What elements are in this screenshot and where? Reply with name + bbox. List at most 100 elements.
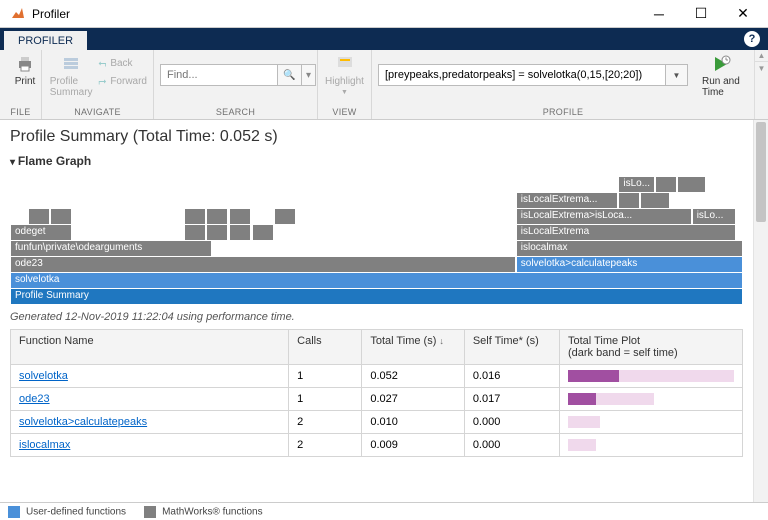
ribbon-scroll-up[interactable]: ▲ [755,50,768,62]
self-cell: 0.017 [464,388,559,411]
table-row: solvelotka 10.0520.016 [11,365,743,388]
back-icon: ⮢ [98,58,106,69]
generated-text: Generated 12-Nov-2019 11:22:04 using per… [10,311,743,323]
profile-command-input[interactable] [378,64,666,86]
function-link[interactable]: solvelotka [19,370,68,382]
col-function-name[interactable]: Function Name [11,330,289,365]
flame-cell[interactable]: ode23 [10,256,516,273]
ribbon-scroll-down[interactable]: ▼ [755,62,768,74]
window-title: Profiler [32,7,638,21]
print-button[interactable]: Print [6,52,44,89]
content-area: Profile Summary (Total Time: 0.052 s) Fl… [0,120,768,502]
profile-history-dropdown[interactable]: ▼ [666,64,688,86]
total-cell: 0.027 [362,388,464,411]
function-link[interactable]: ode23 [19,393,50,405]
total-cell: 0.010 [362,411,464,434]
self-cell: 0.016 [464,365,559,388]
plot-cell [559,365,742,388]
col-calls[interactable]: Calls [289,330,362,365]
find-go-button[interactable]: 🔍 [278,64,302,86]
flame-cell[interactable]: odeget [10,224,72,241]
legend-mathworks: MathWorks® functions [144,506,263,518]
function-link[interactable]: islocalmax [19,439,70,451]
group-profile-label: PROFILE [378,106,748,119]
table-row: islocalmax 20.0090.000 [11,434,743,457]
highlight-icon [335,54,355,74]
find-input[interactable] [160,64,278,86]
calls-cell: 1 [289,365,362,388]
flame-cell[interactable] [640,192,669,209]
self-cell: 0.000 [464,411,559,434]
flame-cell[interactable]: isLo... [618,176,655,193]
profile-summary-button[interactable]: Profile Summary [48,52,94,100]
legend-bar: User-defined functions MathWorks® functi… [0,502,768,520]
titlebar: Profiler ─ ☐ ✕ [0,0,768,28]
table-row: solvelotka>calculatepeaks 20.0100.000 [11,411,743,434]
total-cell: 0.052 [362,365,464,388]
run-label: Run and Time [702,76,740,98]
flame-cell[interactable]: isLo... [692,208,736,225]
flame-cell[interactable]: islocalmax [516,240,743,257]
minimize-button[interactable]: ─ [638,0,680,28]
flame-cell[interactable] [206,224,228,241]
calls-cell: 1 [289,388,362,411]
flame-cell[interactable]: solvelotka [10,272,743,289]
page-title: Profile Summary (Total Time: 0.052 s) [10,128,743,146]
print-label: Print [15,76,36,87]
maximize-button[interactable]: ☐ [680,0,722,28]
scrollbar-thumb[interactable] [756,122,766,222]
flame-cell[interactable] [184,224,206,241]
flame-cell[interactable] [274,208,296,225]
summary-label: Profile Summary [50,76,93,98]
function-link[interactable]: solvelotka>calculatepeaks [19,416,147,428]
calls-cell: 2 [289,434,362,457]
help-icon[interactable]: ? [744,31,760,47]
ribbon-tab-strip: PROFILER ? [0,28,768,50]
highlight-label: Highlight [325,76,364,87]
flame-cell[interactable]: isLocalExtrema [516,224,736,241]
self-cell: 0.000 [464,434,559,457]
flame-cell[interactable]: funfun\private\odearguments [10,240,212,257]
flame-cell[interactable] [229,224,251,241]
col-self-time[interactable]: Self Time* (s) [464,330,559,365]
flame-cell[interactable] [28,208,50,225]
sort-desc-icon: ↓ [439,336,444,346]
find-dropdown[interactable]: ▾ [302,64,316,86]
flame-cell[interactable] [655,176,677,193]
flame-cell[interactable]: isLocalExtrema>isLoca... [516,208,692,225]
flame-graph-header[interactable]: Flame Graph [10,154,743,168]
forward-button[interactable]: ⮣Forward [98,72,147,90]
back-button[interactable]: ⮢Back [98,54,147,72]
table-row: ode23 10.0270.017 [11,388,743,411]
user-swatch-icon [8,506,20,518]
flame-cell[interactable] [252,224,274,241]
calls-cell: 2 [289,411,362,434]
flame-cell[interactable]: isLocalExtrema... [516,192,619,209]
col-time-plot[interactable]: Total Time Plot (dark band = self time) [559,330,742,365]
summary-icon [61,54,81,74]
flame-graph[interactable]: isLo...isLocalExtrema...isLocalExtrema>i… [10,176,743,305]
ribbon: Print FILE Profile Summary ⮢Back ⮣Forwar… [0,50,768,120]
flame-cell[interactable]: solvelotka>calculatepeaks [516,256,743,273]
flame-cell[interactable] [184,208,206,225]
forward-icon: ⮣ [98,76,106,87]
ribbon-scroll[interactable]: ▲ ▼ [754,50,768,119]
group-file-label: FILE [6,106,35,119]
flame-cell[interactable] [229,208,251,225]
flame-cell[interactable] [50,208,72,225]
highlight-button[interactable]: Highlight ▼ [324,52,365,98]
plot-cell [559,434,742,457]
flame-cell[interactable]: Profile Summary [10,288,743,305]
col-total-time[interactable]: Total Time (s) ↓ [362,330,464,365]
close-button[interactable]: ✕ [722,0,764,28]
group-navigate-label: NAVIGATE [48,106,147,119]
total-cell: 0.009 [362,434,464,457]
flame-cell[interactable] [677,176,706,193]
print-icon [15,54,35,74]
group-search-label: SEARCH [160,106,311,119]
run-and-time-button[interactable]: Run and Time [698,52,744,100]
tab-profiler[interactable]: PROFILER [4,31,87,50]
vertical-scrollbar[interactable] [753,120,768,502]
flame-cell[interactable] [206,208,228,225]
flame-cell[interactable] [618,192,640,209]
